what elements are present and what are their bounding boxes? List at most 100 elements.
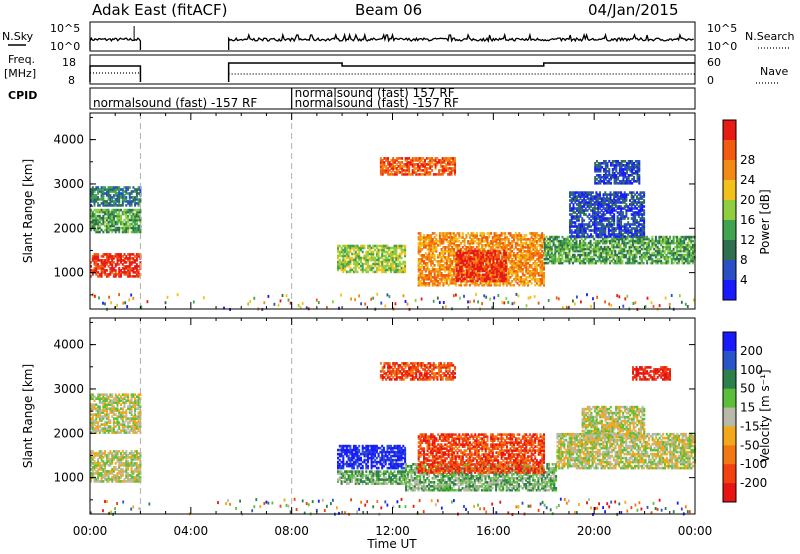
heatmap-cell: [632, 249, 634, 253]
heatmap-cell: [638, 164, 641, 167]
heatmap-cell: [684, 257, 687, 261]
heatmap-cell: [504, 279, 507, 283]
heatmap-cell: [513, 301, 516, 305]
heatmap-cell: [352, 248, 355, 252]
heatmap-cell: [569, 223, 571, 226]
heatmap-cell: [624, 235, 627, 239]
heatmap-cell: [444, 248, 447, 251]
heatmap-cell: [631, 182, 634, 185]
heatmap-cell: [569, 235, 571, 238]
heatmap-cell: [569, 213, 571, 216]
heatmap-cell: [458, 240, 461, 243]
heatmap-cell: [633, 253, 636, 257]
heatmap-cell: [470, 232, 473, 235]
heatmap-cell: [532, 256, 535, 259]
heatmap-cell: [430, 262, 433, 265]
heatmap-cell: [636, 225, 638, 228]
heatmap-cell: [511, 270, 514, 273]
heatmap-cell: [651, 245, 654, 249]
heatmap-cell: [469, 279, 472, 283]
heatmap-cell: [581, 229, 584, 232]
heatmap-cell: [445, 246, 448, 249]
heatmap-cell: [663, 257, 666, 261]
heatmap-cell: [665, 259, 668, 263]
heatmap-cell: [504, 242, 507, 245]
heatmap-cell: [665, 261, 668, 265]
heatmap-cell: [384, 250, 387, 254]
heatmap-cell: [125, 188, 128, 191]
heatmap-cell: [639, 239, 641, 243]
heatmap-cell: [595, 168, 598, 171]
heatmap-cell: [494, 275, 497, 279]
heatmap-cell: [527, 270, 530, 273]
heatmap-cell: [543, 234, 545, 237]
heatmap-cell: [458, 236, 461, 239]
heatmap-cell: [636, 231, 638, 234]
heatmap-cell: [537, 244, 540, 247]
heatmap-cell: [419, 270, 422, 273]
heatmap-cell: [586, 251, 589, 255]
heatmap-cell: [632, 245, 634, 249]
heatmap-cell: [466, 261, 469, 265]
heatmap-cell: [98, 296, 100, 300]
heatmap-cell: [628, 253, 631, 257]
heatmap-cell: [469, 273, 472, 277]
heatmap-cell: [384, 266, 387, 270]
heatmap-cell: [543, 243, 546, 247]
heatmap-cell: [609, 247, 611, 251]
heatmap-cell: [609, 253, 611, 257]
nsearch-label: N.Search: [745, 30, 795, 43]
heatmap-cell: [490, 250, 493, 253]
heatmap-cell: [607, 209, 610, 212]
heatmap-cell: [419, 282, 422, 285]
heatmap-cell: [527, 250, 530, 253]
heatmap-cell: [532, 232, 535, 235]
heatmap-cell: [428, 258, 431, 261]
heatmap-cell: [629, 170, 632, 173]
heatmap-cell: [608, 178, 611, 181]
heatmap-cell: [616, 245, 619, 249]
heatmap-cell: [116, 196, 119, 199]
heatmap-cell: [507, 252, 510, 255]
heatmap-cell: [440, 274, 443, 277]
heatmap-cell: [545, 247, 548, 251]
heatmap-cell: [618, 229, 621, 232]
heatmap-cell: [621, 261, 624, 265]
heatmap-cell: [561, 249, 564, 253]
heatmap-cell: [132, 267, 135, 270]
heatmap-cell: [692, 253, 694, 257]
heatmap-cell: [247, 302, 250, 306]
heatmap-cell: [137, 253, 140, 256]
heatmap-cell: [118, 269, 121, 272]
heatmap-cell: [613, 219, 616, 222]
heatmap-cell: [440, 268, 443, 271]
heatmap-cell: [128, 273, 131, 276]
heatmap-cell: [665, 245, 668, 249]
heatmap-cell: [609, 225, 612, 228]
heatmap-cell: [609, 205, 612, 208]
heatmap-cell: [111, 188, 114, 191]
heatmap-cell: [537, 280, 540, 283]
heatmap-cell: [134, 220, 137, 224]
heatmap-cell: [365, 252, 368, 256]
heatmap-cell: [642, 253, 645, 257]
heatmap-cell: [139, 200, 142, 203]
heatmap-cell: [599, 223, 601, 226]
heatmap-cell: [128, 218, 131, 222]
heatmap-cell: [639, 211, 642, 214]
freq-panel: Freq. [MHz] 18 8 60 0 Nave: [4, 53, 788, 87]
heatmap-cell: [349, 246, 352, 250]
heatmap-cell: [501, 261, 504, 265]
heatmap-cell: [492, 257, 495, 261]
heatmap-cell: [612, 255, 615, 259]
heatmap-cell: [541, 260, 544, 263]
heatmap-cell: [105, 275, 108, 278]
heatmap-cell: [400, 268, 403, 272]
heatmap-cell: [547, 237, 550, 241]
heatmap-cell: [541, 234, 544, 237]
heatmap-cell: [549, 243, 551, 247]
heatmap-cell: [500, 248, 503, 251]
heatmap-cell: [482, 279, 484, 283]
heatmap-cell: [455, 265, 458, 269]
heatmap-cell: [127, 214, 130, 218]
